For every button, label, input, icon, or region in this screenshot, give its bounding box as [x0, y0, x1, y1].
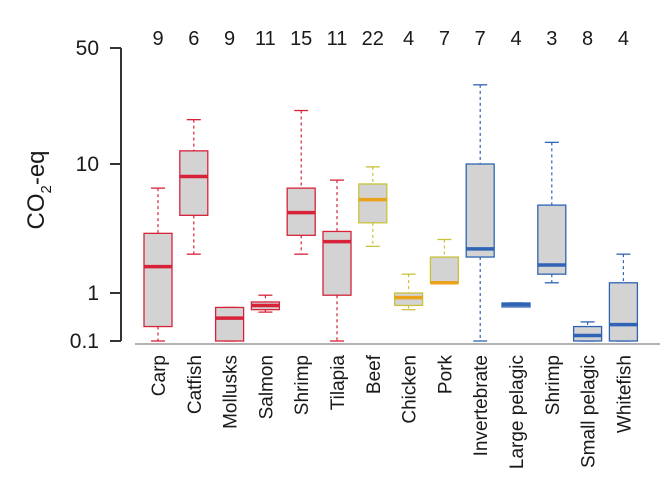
iqr-box: [179, 150, 209, 216]
box-chicken: [393, 273, 424, 311]
y-axis-label: CO2-eq: [23, 150, 55, 229]
y-axis-title-pre: CO: [23, 194, 50, 230]
category-label: Shrimp: [543, 355, 564, 415]
category-label: Large pelagic: [507, 355, 528, 469]
sample-count: 4: [403, 28, 414, 50]
box-pork: [429, 238, 460, 285]
category-label: Chicken: [400, 355, 421, 424]
plot-area: [143, 84, 639, 342]
sample-count: 9: [152, 28, 163, 50]
category-label: Invertebrate: [471, 355, 492, 456]
sample-count: 4: [618, 28, 629, 50]
category-labels: Carp Catfish Mollusks Salmon Shrimp Tilapia Be…: [149, 354, 635, 469]
y-tick-label: 10: [76, 153, 99, 176]
box-tilapia: [322, 179, 352, 342]
sample-count: 3: [546, 28, 557, 50]
box-shrimp: [286, 109, 316, 255]
y-tick-label: 0.1: [70, 330, 99, 353]
y-axis-title-sub: 2: [38, 185, 55, 193]
category-label: Mollusks: [221, 355, 242, 429]
box-shrimp: [537, 141, 567, 284]
box-catfish: [179, 119, 209, 255]
box-carp: [143, 187, 173, 342]
box-salmon: [250, 294, 281, 313]
sample-count: 15: [290, 28, 312, 50]
category-label: Tilapia: [328, 355, 349, 411]
box-invertebrate: [465, 84, 495, 342]
category-label: Whitefish: [614, 355, 635, 433]
iqr-box: [358, 183, 388, 224]
category-label: Salmon: [256, 355, 277, 419]
category-label: Shrimp: [292, 355, 313, 415]
sample-count: 11: [327, 28, 348, 50]
sample-count: 22: [362, 28, 384, 50]
category-label: Beef: [364, 354, 385, 394]
iqr-box: [572, 325, 603, 342]
y-tick-label: 50: [76, 37, 99, 60]
box-beef: [358, 166, 388, 247]
iqr-box: [465, 163, 495, 258]
iqr-box: [143, 232, 173, 328]
category-label: Catfish: [185, 355, 206, 414]
box-whitefish: [608, 253, 639, 342]
box-mollusks: [214, 306, 245, 342]
y-axis-title: CO2-eq: [23, 150, 55, 229]
iqr-box: [537, 204, 567, 275]
iqr-box: [608, 282, 639, 342]
sample-count: 9: [224, 28, 235, 50]
y-axis-title-post: -eq: [23, 150, 50, 185]
box-large-pelagic: [501, 302, 531, 308]
category-label: Carp: [149, 355, 170, 396]
y-tick-label: 1: [87, 282, 99, 305]
sample-count: 8: [582, 28, 593, 50]
y-axis: 0.1 1 10 50: [70, 37, 122, 353]
sample-count: 7: [439, 28, 450, 50]
box-small-pelagic: [572, 321, 603, 342]
sample-count-row: 9 6 9 11 15 11 22 4 7 7 4 3 8 4: [152, 28, 629, 50]
sample-count: 7: [475, 28, 486, 50]
sample-count: 4: [510, 28, 521, 50]
sample-count: 11: [255, 28, 276, 50]
category-label: Small pelagic: [579, 355, 600, 468]
iqr-box: [429, 256, 460, 284]
sample-count: 6: [188, 28, 199, 50]
iqr-box: [214, 306, 245, 342]
category-label: Pork: [435, 355, 456, 395]
